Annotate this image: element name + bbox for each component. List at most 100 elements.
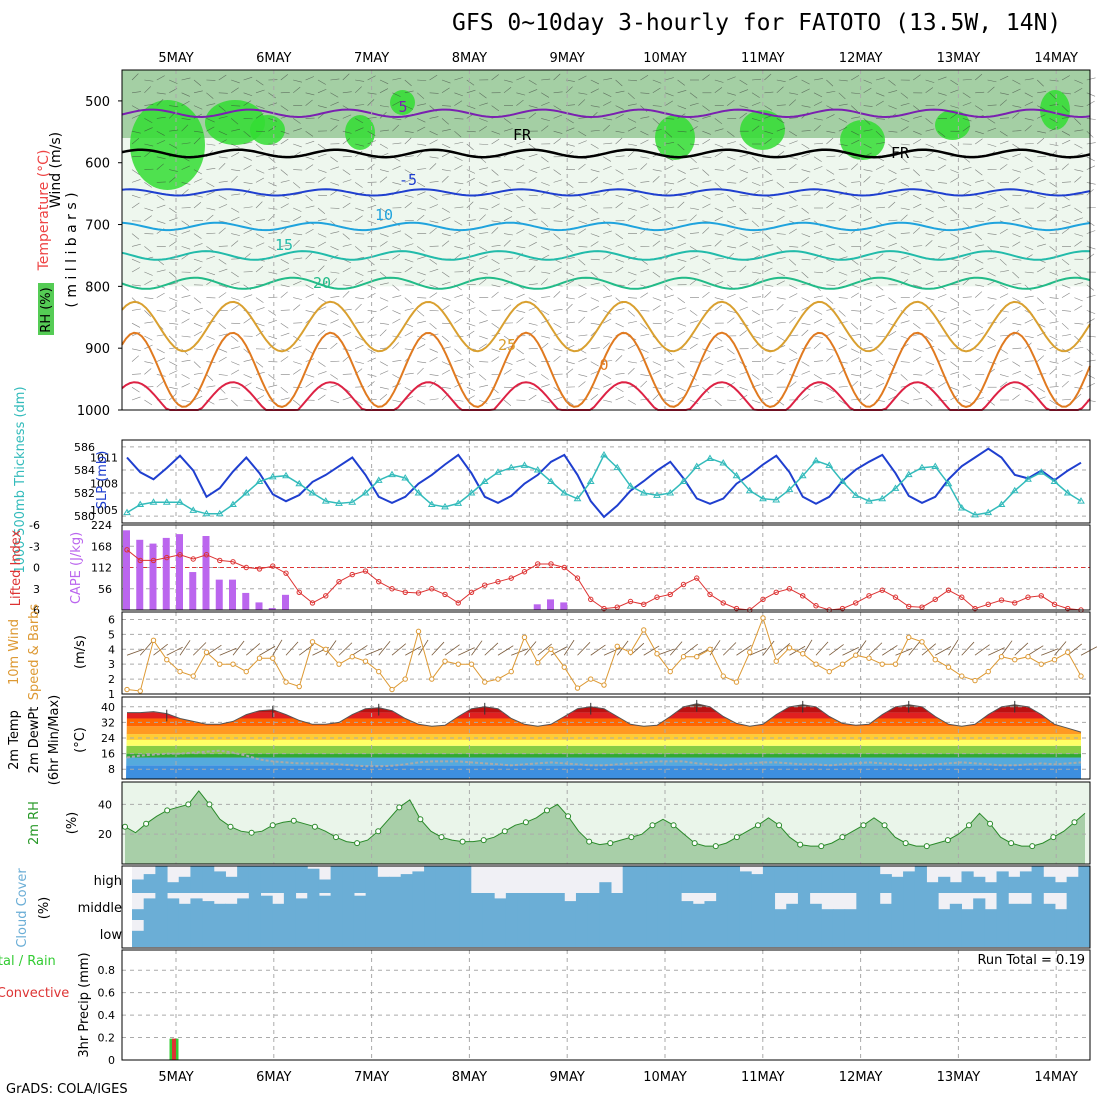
wind-barb <box>392 284 400 291</box>
wind-barb <box>479 399 488 404</box>
li-point <box>150 557 157 564</box>
wind-barb <box>665 141 675 145</box>
wind-barb <box>999 258 1007 266</box>
thickness-point <box>533 466 542 473</box>
wind-barb <box>379 322 389 325</box>
cloud-cell <box>330 920 343 947</box>
wind-barb <box>850 322 859 330</box>
rh-point <box>797 841 804 848</box>
wind-barb-10m <box>590 644 606 656</box>
wind-barb <box>429 74 438 81</box>
li-point <box>601 605 607 612</box>
wind-barb <box>578 99 586 106</box>
wind-barb <box>392 101 401 106</box>
thickness-point <box>1024 475 1032 482</box>
cloud-cell <box>459 866 472 893</box>
cloud-cell <box>622 893 635 920</box>
li-tick: 6 <box>33 604 40 617</box>
cape-tick: 224 <box>91 519 112 532</box>
wind-barb <box>1024 143 1034 145</box>
wind-barb <box>851 269 860 273</box>
wind-speed-point <box>972 677 978 684</box>
wind-barb <box>627 79 637 82</box>
cape-bar <box>229 579 236 610</box>
wind-barb <box>838 168 848 170</box>
wind-barb <box>726 194 735 202</box>
cape-bar <box>136 539 144 610</box>
wind-barb <box>206 118 215 123</box>
wind-barb <box>826 155 836 158</box>
rh-point <box>776 822 783 829</box>
temp-tick: 16 <box>101 748 115 761</box>
wind-barb <box>1024 166 1034 170</box>
cloud-cell <box>739 871 752 893</box>
wind-barb <box>751 310 760 316</box>
wind-barb <box>392 342 399 350</box>
wind-speed-point <box>376 668 382 675</box>
wind-barb <box>888 90 898 94</box>
date-label-bottom: 9MAY <box>550 1070 585 1085</box>
wind-barb <box>231 128 241 132</box>
wind-barb <box>1061 334 1071 337</box>
wind-barb <box>466 266 474 273</box>
wind-barb <box>739 207 747 215</box>
cloud-cell <box>856 893 869 920</box>
wind-barb <box>764 332 773 337</box>
rh-point <box>586 838 593 845</box>
wind-barb-10m <box>669 641 683 656</box>
rh-point <box>1029 843 1036 850</box>
wind-barb <box>838 246 847 253</box>
thickness-point <box>136 500 145 508</box>
wind-barb <box>218 284 228 288</box>
temp-tick: 8 <box>108 763 115 776</box>
wind-barb <box>714 281 724 286</box>
cloud-cell <box>961 871 974 893</box>
li-point <box>495 578 501 585</box>
precip-tick: 0 <box>108 1054 115 1067</box>
cape-bar <box>189 572 197 610</box>
thickness-point <box>467 489 476 496</box>
wind-barb <box>764 233 772 240</box>
wind-barb <box>813 383 823 388</box>
wind-speed-point <box>402 676 408 682</box>
wind-barb <box>305 310 315 313</box>
li-point <box>270 563 276 569</box>
wind-barb <box>417 310 425 317</box>
wind-barb <box>1086 156 1095 162</box>
li-point <box>720 600 726 606</box>
cloud-cell <box>400 893 413 920</box>
wind-speed-point <box>177 668 183 675</box>
wind-barb-10m <box>842 646 859 656</box>
cloud-cell <box>1078 893 1091 920</box>
wind-barb <box>193 79 202 87</box>
wind-barb <box>1037 267 1046 273</box>
wind-barb <box>1074 233 1084 237</box>
cloud-cell <box>821 909 834 920</box>
wind-barb <box>1074 129 1084 132</box>
cloud-cell <box>914 866 927 893</box>
wind-barb <box>689 126 698 132</box>
wind-barb <box>516 270 526 273</box>
cloud-cell <box>482 893 495 920</box>
wind-barb <box>789 228 797 234</box>
wind-barb <box>987 345 997 350</box>
wind-barb <box>702 374 712 376</box>
wind-barb <box>144 321 154 324</box>
wind-barb <box>553 332 563 337</box>
thickness-point <box>573 494 582 502</box>
wind-barb <box>541 384 550 388</box>
wind-barb <box>541 319 550 324</box>
wind-barb <box>826 297 834 304</box>
wind-barb <box>751 207 761 210</box>
wind-barb <box>255 201 263 209</box>
wind-barb <box>479 207 489 210</box>
wind-barb <box>292 239 300 247</box>
axis-label-cloud-cover: Cloud Cover <box>15 868 30 948</box>
li-point <box>256 566 263 572</box>
wind-barb <box>1012 233 1021 238</box>
wind-speed-point <box>1078 673 1084 679</box>
wind-barb-10m <box>1001 640 1013 656</box>
wind-barb <box>392 374 401 380</box>
wind-barb <box>553 91 563 94</box>
wind-barb <box>255 265 264 273</box>
